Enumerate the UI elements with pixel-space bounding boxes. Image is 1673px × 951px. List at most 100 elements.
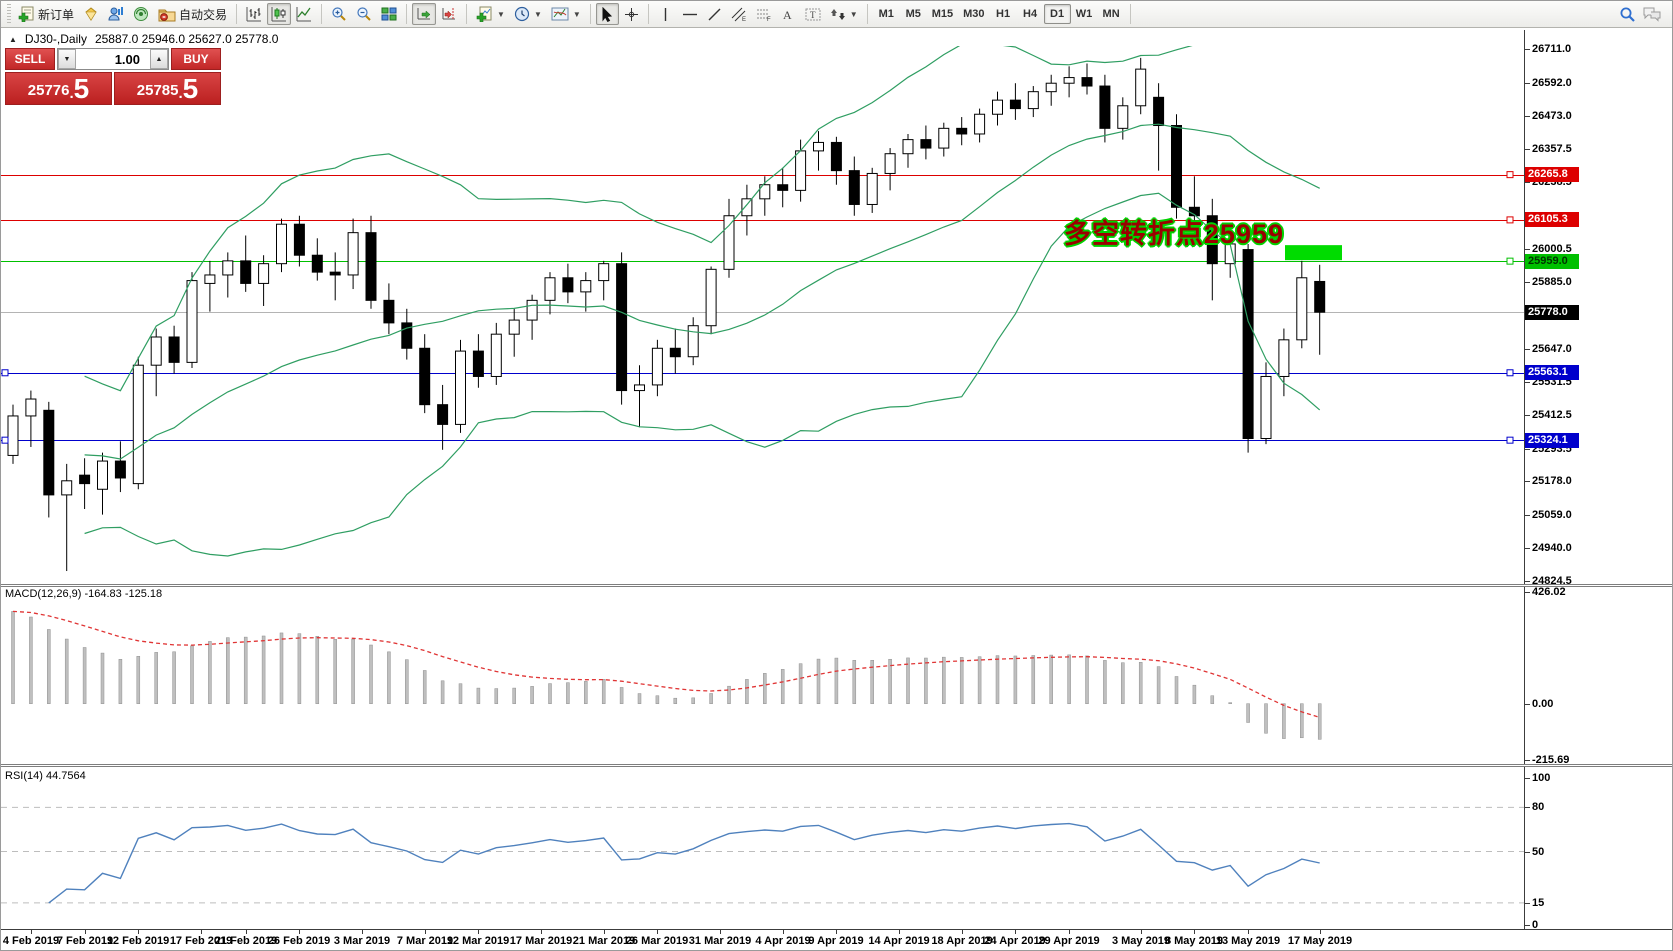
time-axis-label: 9 Apr 2019 xyxy=(808,935,864,947)
time-axis-label: 7 Mar 2019 xyxy=(396,935,454,947)
bar-chart-icon xyxy=(246,7,262,22)
volume-increase-button[interactable]: ▲ xyxy=(150,49,168,69)
indicators-menu-button[interactable]: ▼ xyxy=(472,3,509,25)
zoom-in-icon xyxy=(332,7,346,21)
trendline-button[interactable] xyxy=(703,3,726,25)
tf-button-M5[interactable]: M5 xyxy=(905,8,921,20)
time-axis-tick xyxy=(1248,930,1249,934)
time-axis-tick xyxy=(478,930,479,934)
trendline-icon xyxy=(708,8,721,20)
toolbar-separator xyxy=(406,4,408,24)
axis-tick xyxy=(1524,149,1530,150)
tf-button-M15[interactable]: M15 xyxy=(931,8,954,20)
crystal-icon xyxy=(85,7,97,21)
axis-tick xyxy=(1524,382,1530,383)
tf-button-W1[interactable]: W1 xyxy=(1075,8,1093,20)
time-axis-tick xyxy=(201,930,202,934)
cursor-icon xyxy=(602,6,613,22)
time-axis[interactable]: 4 Feb 2019 7 Feb 2019 12 Feb 2019 17 Feb 20… xyxy=(1,929,1672,950)
tf-button-M30[interactable]: M30 xyxy=(963,8,985,20)
rsi-panel-canvas[interactable] xyxy=(1,767,1524,927)
zoom-in-button[interactable] xyxy=(327,3,351,25)
volume-decrease-button[interactable]: ▼ xyxy=(58,49,76,69)
bar-chart-type-button[interactable] xyxy=(242,3,266,25)
time-axis-label: 13 May 2019 xyxy=(1215,935,1281,947)
auto-scroll-button[interactable] xyxy=(412,3,437,25)
macd-axis-label: 0.00 xyxy=(1532,698,1554,710)
horizontal-line-icon xyxy=(682,13,697,15)
tf-button-MN[interactable]: MN xyxy=(1102,8,1120,20)
profile-chart-icon xyxy=(108,7,124,21)
axis-tick xyxy=(1524,760,1530,761)
axis-tick xyxy=(1524,182,1530,183)
chat-icon[interactable] xyxy=(1642,6,1662,22)
sell-price-box[interactable]: 25776. 5 xyxy=(5,72,112,105)
time-axis-label: 18 Apr 2019 xyxy=(931,935,993,947)
time-axis-label: 21 Mar 2019 xyxy=(572,935,636,947)
time-axis-tick xyxy=(85,930,86,934)
time-axis-label: 21 Feb 2019 xyxy=(214,935,278,947)
level-price-badge: 25959.0 xyxy=(1525,254,1579,269)
profile-button[interactable] xyxy=(104,3,128,25)
tile-windows-button[interactable] xyxy=(377,3,401,25)
arrows-menu-button[interactable]: ▼ xyxy=(826,3,862,25)
cursor-button[interactable] xyxy=(595,3,619,25)
dropdown-caret-icon: ▼ xyxy=(497,9,505,19)
sell-price-main: 25776 xyxy=(27,82,70,99)
new-order-button[interactable]: 新订单 xyxy=(14,3,78,25)
chart-text-annotation[interactable]: 多空转折点25959 xyxy=(1063,219,1284,249)
chart-shift-button[interactable] xyxy=(437,3,461,25)
market-watch-button[interactable] xyxy=(129,3,153,25)
sell-button[interactable]: SELL xyxy=(5,48,55,70)
tf-button-M1[interactable]: M1 xyxy=(878,8,894,20)
panel-separator[interactable] xyxy=(1,584,1672,587)
time-axis-tick xyxy=(246,930,247,934)
equidistant-channel-button[interactable]: E xyxy=(727,3,751,25)
time-axis-label: 8 May 2019 xyxy=(1164,935,1224,947)
macd-panel-canvas[interactable] xyxy=(1,587,1524,764)
text-button[interactable]: A xyxy=(777,3,800,25)
toolbar-separator xyxy=(647,4,649,24)
collapse-panel-icon[interactable]: ▲ xyxy=(9,34,17,44)
search-icon[interactable] xyxy=(1619,6,1636,23)
price-axis-label: 25647.0 xyxy=(1532,343,1572,355)
tf-button-D1[interactable]: D1 xyxy=(1043,4,1071,24)
buy-button[interactable]: BUY xyxy=(171,48,221,70)
svg-text:A: A xyxy=(783,8,792,22)
toolbar-grip[interactable] xyxy=(7,4,11,24)
svg-text:E: E xyxy=(742,17,746,22)
templates-menu-button[interactable]: ▼ xyxy=(547,3,585,25)
auto-trading-button[interactable]: 自动交易 xyxy=(154,3,231,25)
arrows-icon xyxy=(830,8,845,20)
text-label-button[interactable]: T xyxy=(801,3,825,25)
time-axis-label: 17 Feb 2019 xyxy=(169,935,233,947)
fibonacci-button[interactable]: F xyxy=(752,3,776,25)
rsi-axis-label: 80 xyxy=(1532,801,1545,813)
indicators-icon xyxy=(476,6,492,22)
crosshair-button[interactable] xyxy=(620,3,643,25)
tf-button-H1[interactable]: H1 xyxy=(996,8,1011,20)
main-chart-canvas[interactable] xyxy=(1,46,1524,584)
horizontal-line-button[interactable] xyxy=(678,3,702,25)
time-axis-label: 12 Feb 2019 xyxy=(106,935,170,947)
volume-input[interactable] xyxy=(76,49,150,69)
time-axis-label: 4 Apr 2019 xyxy=(755,935,811,947)
tf-button-H4[interactable]: H4 xyxy=(1023,8,1038,20)
panel-separator[interactable] xyxy=(1,764,1672,767)
price-axis-label: 24940.0 xyxy=(1532,542,1572,554)
zoom-out-button[interactable] xyxy=(352,3,376,25)
line-chart-type-button[interactable] xyxy=(292,3,316,25)
history-center-button[interactable] xyxy=(79,3,103,25)
template-icon xyxy=(551,7,569,21)
chart-title: ▲ DJ30-,Daily 25887.0 25946.0 25627.0 25… xyxy=(9,32,278,46)
clock-icon xyxy=(514,6,530,22)
periods-menu-button[interactable]: ▼ xyxy=(510,3,546,25)
price-axis-label: 26592.0 xyxy=(1532,77,1572,89)
buy-price-box[interactable]: 25785. 5 xyxy=(114,72,221,105)
candlestick-chart-type-button[interactable] xyxy=(267,3,292,25)
vertical-line-button[interactable] xyxy=(654,3,677,25)
svg-text:F: F xyxy=(767,17,771,22)
rsi-indicator-label: RSI(14) 44.7564 xyxy=(5,770,86,782)
axis-tick xyxy=(1524,852,1530,853)
